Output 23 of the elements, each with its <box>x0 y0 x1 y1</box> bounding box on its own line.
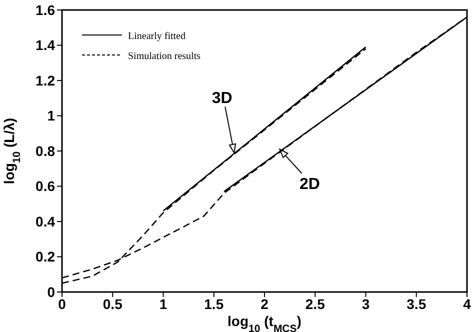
y-tick-label: 1.4 <box>36 37 56 54</box>
x-tick-label: 4 <box>463 296 472 312</box>
x-tick-label: 0 <box>58 296 66 312</box>
annotation: 2D <box>299 176 320 194</box>
x-tick-label: 2.5 <box>305 296 326 312</box>
legend-label: Simulation results <box>128 51 201 62</box>
y-tick-label: 1.2 <box>36 72 56 88</box>
y-tick-label: 1.6 <box>36 2 56 18</box>
y-tick-label: 1 <box>47 108 56 124</box>
y-tick-label: 0.6 <box>36 178 56 194</box>
x-tick-label: 3.5 <box>406 296 426 312</box>
x-tick-label: 3 <box>362 296 370 312</box>
x-tick-label: 0.5 <box>102 296 123 312</box>
annotation: 3D <box>212 90 232 107</box>
y-tick-label: 0.2 <box>36 248 56 265</box>
y-tick-label: 0.8 <box>36 142 56 159</box>
y-tick-label: 0.4 <box>36 213 56 230</box>
x-tick-label: 2 <box>260 296 269 312</box>
y-tick-label: 0 <box>47 284 56 300</box>
x-tick-label: 1 <box>159 296 168 312</box>
x-axis-title: log$_{10}$ (t$_{MCS}$) <box>228 313 302 332</box>
legend-label: Linearly fitted <box>128 31 186 42</box>
x-tick-label: 1.5 <box>204 296 224 312</box>
